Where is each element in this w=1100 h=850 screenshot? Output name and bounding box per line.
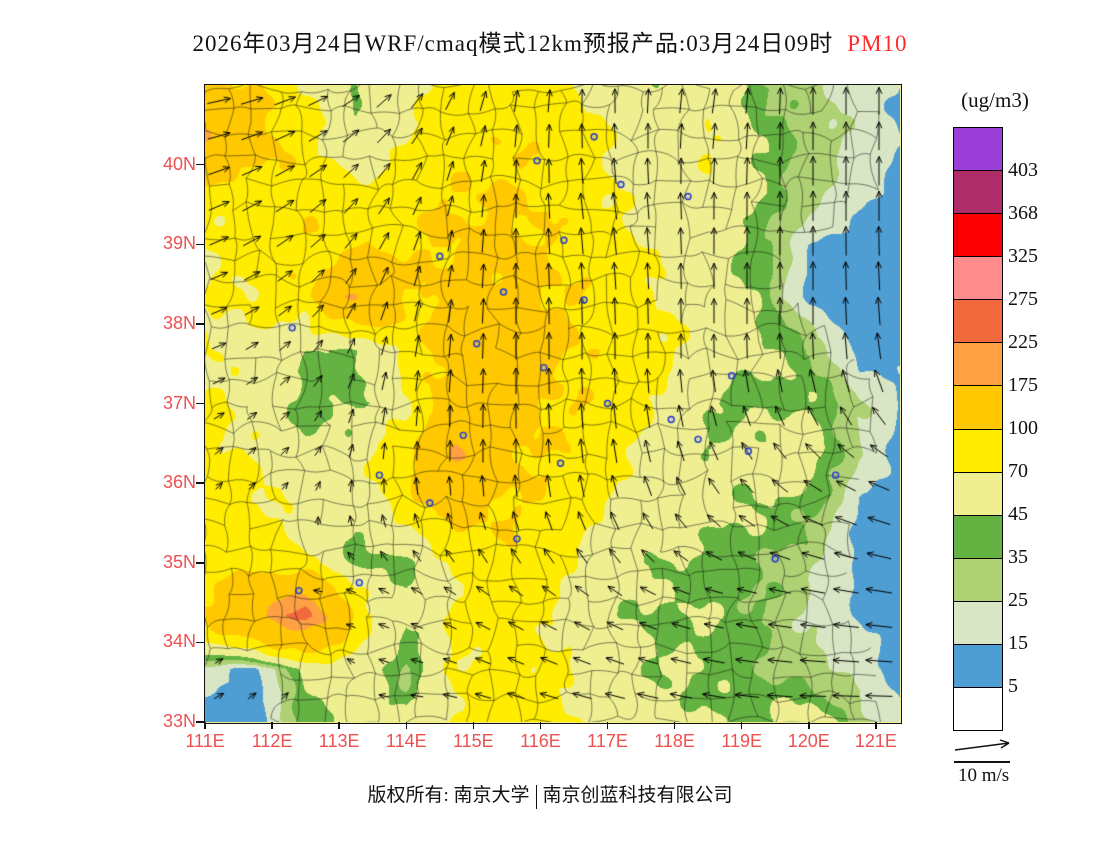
copyright-divider: [535, 784, 537, 809]
legend-value: 403: [1008, 159, 1038, 181]
lat-axis-tick: [196, 721, 204, 723]
lon-tick-label: 117E: [587, 731, 628, 751]
lat-axis-tick: [196, 163, 204, 166]
legend-color-box: [954, 171, 1002, 215]
lat-axis-tick: [196, 482, 204, 484]
legend-value: 5: [1008, 675, 1018, 697]
wind-scale: 10 m/s: [952, 736, 1042, 787]
lat-tick-label: 34N: [162, 631, 196, 652]
legend-value: 175: [1008, 374, 1038, 396]
lon-axis-tick: [606, 722, 609, 729]
lon-tick-label: 112E: [251, 731, 293, 751]
copyright-owner: 版权所有: 南京大学: [367, 785, 530, 806]
copyright-company: 南京创蓝科技有限公司: [542, 785, 733, 806]
lon-tick-label: 121E: [854, 731, 897, 751]
lon-axis-tick: [740, 722, 743, 729]
legend-color-box: [954, 386, 1002, 430]
lat-tick-label: 36N: [162, 472, 196, 493]
copyright: 版权所有: 南京大学 南京创蓝科技有限公司: [0, 780, 1100, 809]
lon-axis-tick: [405, 722, 407, 729]
wind-scale-arrow-icon: [954, 739, 1010, 751]
lon-tick-label: 118E: [654, 731, 695, 751]
lat-axis-tick: [196, 641, 204, 644]
lon-axis-tick: [808, 722, 810, 729]
legend-color-box: [954, 644, 1002, 689]
legend-color-box: [954, 472, 1002, 516]
wind-scale-label: 10 m/s: [958, 765, 1010, 786]
lon-tick-label: 113E: [318, 731, 360, 751]
legend-value: 275: [1008, 288, 1038, 310]
legend-value: 100: [1008, 417, 1038, 439]
legend-color-box: [954, 601, 1002, 645]
wind-scale-underline: [954, 761, 1010, 763]
lon-tick-label: 119E: [721, 731, 763, 751]
legend-color-box: [954, 429, 1002, 473]
lat-tick-label: 37N: [162, 392, 196, 413]
legend-value: 35: [1008, 546, 1028, 568]
legend-color-box: [954, 300, 1002, 344]
legend-units-label: (ug/m3): [961, 88, 1029, 112]
legend-value: 45: [1008, 503, 1028, 525]
legend-color-box: [954, 214, 1002, 258]
legend-color-box: [954, 343, 1002, 387]
lat-axis-tick: [196, 402, 204, 405]
lon-tick-label: 114E: [385, 731, 427, 751]
legend-value: 15: [1008, 632, 1028, 654]
legend-color-box: [954, 515, 1002, 559]
lon-tick-label: 111E: [185, 731, 225, 751]
lat-tick-label: 35N: [162, 551, 196, 572]
page-title: 2026年03月24日WRF/cmaq模式12km预报产品:03月24日09时 P…: [0, 24, 1100, 58]
lon-axis-tick: [673, 722, 676, 729]
title-text: 2026年03月24日WRF/cmaq模式12km预报产品:03月24日09时: [192, 31, 834, 56]
title-pollutant: PM10: [847, 31, 908, 56]
legend-color-box: [954, 688, 1002, 731]
legend-value: 325: [1008, 245, 1038, 267]
legend-value: 225: [1008, 331, 1038, 353]
lat-tick-label: 40N: [162, 153, 196, 174]
lat-tick-label: 39N: [162, 233, 196, 254]
legend-color-box: [954, 128, 1002, 172]
lat-axis-tick: [196, 243, 204, 245]
lon-axis-tick: [204, 722, 206, 729]
legend-value: 25: [1008, 589, 1028, 611]
lon-axis-tick: [472, 722, 475, 729]
lon-tick-label: 116E: [520, 731, 561, 751]
lat-tick-label: 33N: [162, 711, 196, 731]
legend-value: 368: [1008, 202, 1038, 224]
lon-tick-label: 115E: [452, 731, 494, 751]
pm10-concentration-map: [205, 85, 900, 722]
lon-axis-tick: [875, 722, 877, 729]
lon-axis-tick: [338, 722, 340, 729]
lon-axis-tick: [539, 722, 542, 729]
lat-axis-tick: [196, 323, 204, 325]
map-frame: [204, 84, 902, 724]
lat-tick-label: 38N: [162, 312, 196, 333]
lon-tick-label: 120E: [787, 731, 830, 751]
legend-color-box: [954, 558, 1002, 602]
lon-axis-tick: [271, 722, 273, 729]
lat-axis-tick: [196, 562, 204, 564]
legend-value: 70: [1008, 460, 1028, 482]
legend-color-scale: [953, 127, 1003, 731]
legend-color-box: [954, 257, 1002, 301]
